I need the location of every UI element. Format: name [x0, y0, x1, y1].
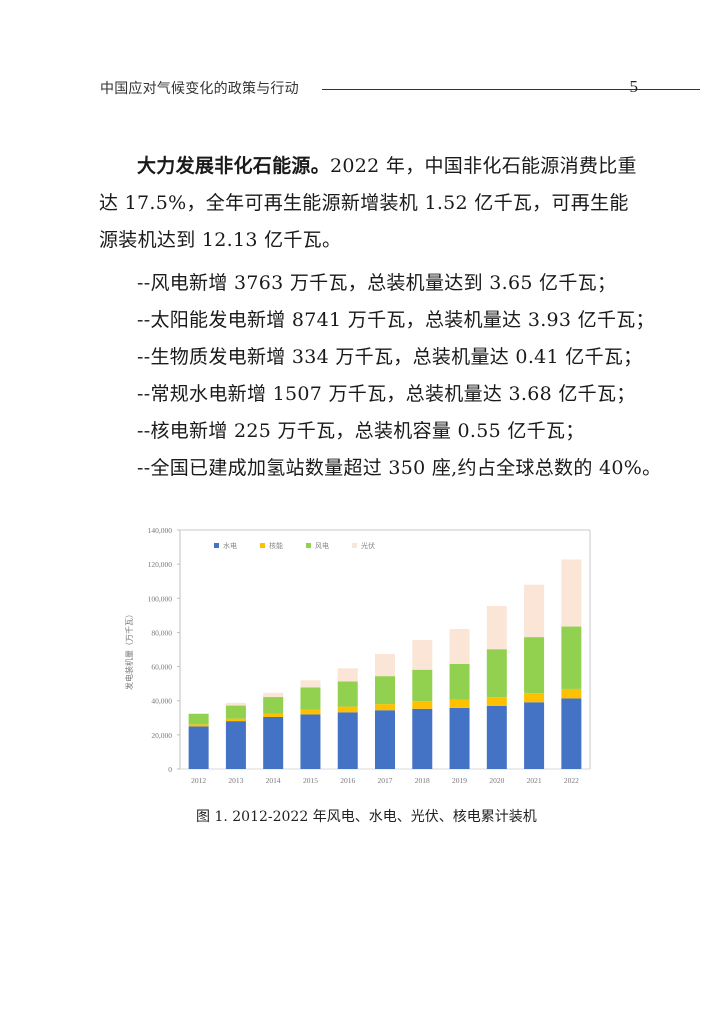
bar-segment	[412, 669, 433, 702]
x-tick-label: 2018	[415, 776, 430, 785]
bar-segment	[300, 709, 321, 715]
bullet-item: --核电新增 225 万千瓦，总装机容量 0.55 亿千瓦；	[137, 420, 585, 442]
stacked-bar-chart: 0 20,000 40,000 60,000 80,000 100,000 120,000 1…	[124, 526, 591, 785]
y-tick-label: 100,000	[148, 594, 173, 603]
bar-segment	[263, 692, 284, 698]
y-tick-label: 40,000	[151, 697, 172, 706]
y-tick-label: 20,000	[151, 731, 172, 740]
bullet-item: --常规水电新增 1507 万千瓦，总装机量达 3.68 亿千瓦；	[137, 383, 636, 405]
bar-segment	[375, 653, 395, 677]
bar-segment	[412, 708, 433, 769]
bar-segment	[486, 605, 507, 650]
bar-segment	[300, 714, 321, 769]
legend-label: 风电	[315, 541, 329, 550]
bar-segment	[188, 713, 209, 725]
bullet-item: --风电新增 3763 万千瓦，总装机量达到 3.65 亿千瓦；	[137, 272, 617, 294]
bar-segment	[561, 698, 582, 769]
y-tick-label: 60,000	[151, 663, 172, 672]
bar-segment	[188, 713, 209, 714]
bar-segment	[561, 688, 582, 699]
bar-segment	[524, 584, 545, 638]
bullet-item: --太阳能发电新增 8741 万千瓦，总装机量达 3.93 亿千瓦；	[137, 309, 655, 331]
x-tick-label: 2013	[228, 776, 243, 785]
legend-swatch	[352, 543, 357, 548]
x-tick-label: 2022	[564, 776, 579, 785]
legend-label: 水电	[223, 541, 237, 550]
legend-swatch	[306, 543, 311, 548]
body-text: 大力发展非化石能源。2022 年，中国非化石能源消费比重达 17.5%，全年可再…	[99, 148, 639, 259]
bar-segment	[225, 721, 246, 769]
page-header: 中国应对气候变化的政策与行动 5	[100, 77, 700, 100]
bar-segment	[486, 705, 507, 769]
bar-segment	[188, 724, 209, 727]
x-tick-label: 2012	[191, 776, 206, 785]
running-title: 中国应对气候变化的政策与行动	[100, 81, 299, 97]
y-tick-label: 120,000	[148, 560, 173, 569]
header-rule	[322, 89, 700, 90]
bullet-list: --风电新增 3763 万千瓦，总装机量达到 3.65 亿千瓦； --太阳能发电…	[99, 265, 662, 487]
y-tick-label: 0	[168, 765, 172, 774]
x-tick-label: 2014	[266, 776, 281, 785]
bar-segment	[486, 697, 507, 706]
x-tick-label: 2019	[452, 776, 467, 785]
bar-segment	[449, 707, 470, 769]
bar-segment	[375, 676, 395, 705]
x-tick-label: 2020	[489, 776, 504, 785]
legend-label: 光伏	[361, 541, 375, 550]
intro-paragraph: 大力发展非化石能源。2022 年，中国非化石能源消费比重达 17.5%，全年可再…	[99, 148, 639, 259]
y-axis-title: 发电装机量（万千瓦）	[124, 610, 134, 690]
bar-segment	[300, 687, 321, 710]
bar-segment	[412, 701, 433, 709]
bar-segment	[561, 626, 582, 689]
bar-segment	[449, 699, 470, 708]
bullet-item: --生物质发电新增 334 万千瓦，总装机量达 0.41 亿千瓦；	[137, 346, 643, 368]
bar-segment	[412, 639, 433, 670]
bar-segment	[524, 693, 545, 703]
bar-segment	[449, 628, 470, 664]
bold-lead: 大力发展非化石能源。	[137, 155, 331, 177]
bar-segment	[449, 663, 470, 700]
bar-segment	[263, 697, 284, 714]
y-tick-label: 80,000	[151, 628, 172, 637]
x-tick-label: 2016	[340, 776, 355, 785]
bar-segment	[300, 680, 321, 688]
y-tick-label: 140,000	[148, 526, 173, 535]
legend-swatch	[214, 543, 219, 548]
legend-swatch	[260, 543, 265, 548]
x-tick-label: 2017	[378, 776, 393, 785]
bar-segment	[225, 718, 246, 722]
x-tick-label: 2021	[527, 776, 542, 785]
bar-segment	[524, 702, 545, 769]
page-number: 5	[629, 77, 639, 96]
bar-segment	[375, 710, 395, 769]
figure-caption: 图 1. 2012-2022 年风电、水电、光伏、核电累计装机	[196, 809, 537, 825]
bar-segment	[524, 637, 545, 694]
bar-segment	[337, 668, 358, 682]
bar-segment	[337, 681, 358, 707]
paragraph-text: 2022 年，中国非化石能源消费比重达 17.5%，全年可再生能源新增装机 1.…	[99, 155, 637, 251]
bar-segment	[486, 649, 507, 698]
bar-segment	[337, 706, 358, 713]
x-tick-label: 2015	[303, 776, 318, 785]
bar-segment	[561, 559, 582, 627]
bar-segment	[225, 702, 246, 706]
bar-segment	[188, 726, 209, 769]
bar-segment	[225, 705, 246, 719]
bar-segment	[337, 712, 358, 769]
legend-label: 核能	[269, 541, 283, 550]
bar-segment	[263, 713, 284, 717]
bar-segment	[263, 716, 284, 769]
bullet-item: --全国已建成加氢站数量超过 350 座,约占全球总数的 40%。	[137, 457, 662, 479]
bar-segment	[375, 704, 395, 711]
